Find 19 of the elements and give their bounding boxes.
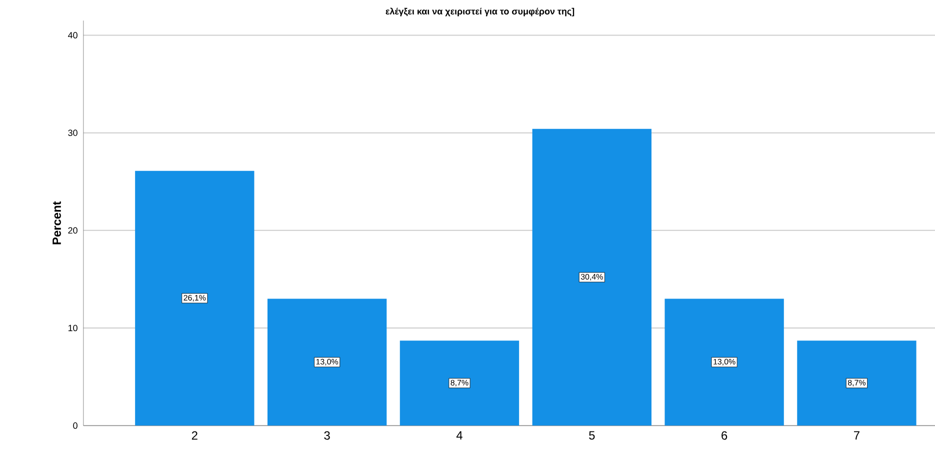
y-tick-label: 20: [68, 227, 78, 234]
bar: [135, 170, 254, 426]
y-axis-title: Percent: [52, 201, 61, 244]
x-tick-label: 7: [854, 431, 860, 440]
y-tick-label: 40: [68, 32, 78, 38]
x-tick-label: 5: [589, 431, 595, 440]
y-tick-label: 0: [73, 422, 78, 429]
x-tick-label: 3: [324, 431, 330, 440]
y-tick-label: 10: [68, 324, 78, 332]
bar: [797, 340, 916, 426]
y-tick-label: 30: [68, 130, 78, 136]
x-tick-label: 2: [192, 431, 198, 440]
bar: [532, 128, 652, 426]
bar: [267, 298, 387, 426]
bar: [400, 340, 520, 426]
x-tick-label: 4: [456, 431, 462, 440]
chart-title: ελέγξει και να χειριστεί για το συμφέρον της]: [386, 8, 574, 16]
x-tick-label: 6: [722, 431, 728, 440]
bar: [664, 298, 784, 426]
